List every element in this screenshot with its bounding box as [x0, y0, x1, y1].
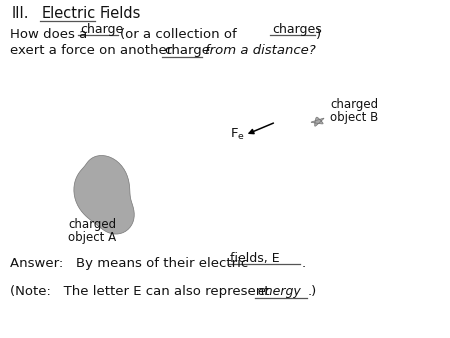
Text: object A: object A	[68, 231, 116, 244]
Polygon shape	[74, 155, 134, 234]
Text: .: .	[302, 257, 306, 270]
Text: III.: III.	[12, 6, 30, 21]
Text: charges: charges	[272, 23, 322, 36]
Text: (or a collection of: (or a collection of	[120, 28, 237, 41]
Text: charge: charge	[80, 23, 123, 36]
Text: Electric: Electric	[42, 6, 96, 21]
Text: $\mathregular{F_e}$: $\mathregular{F_e}$	[230, 127, 245, 142]
Text: charged: charged	[68, 218, 116, 231]
Text: exert a force on another: exert a force on another	[10, 44, 172, 57]
Text: ): )	[316, 28, 321, 41]
Text: How does a: How does a	[10, 28, 87, 41]
Text: fields, E: fields, E	[230, 252, 279, 265]
Text: .): .)	[308, 285, 317, 298]
Text: charge: charge	[164, 44, 210, 57]
Text: Answer:   By means of their electric: Answer: By means of their electric	[10, 257, 248, 270]
Text: object B: object B	[330, 111, 378, 124]
Text: energy: energy	[257, 285, 301, 298]
Text: from a distance?: from a distance?	[205, 44, 316, 57]
Text: Fields: Fields	[100, 6, 141, 21]
Text: (Note:   The letter E can also represent: (Note: The letter E can also represent	[10, 285, 270, 298]
Polygon shape	[311, 117, 324, 126]
Text: charged: charged	[330, 98, 378, 111]
